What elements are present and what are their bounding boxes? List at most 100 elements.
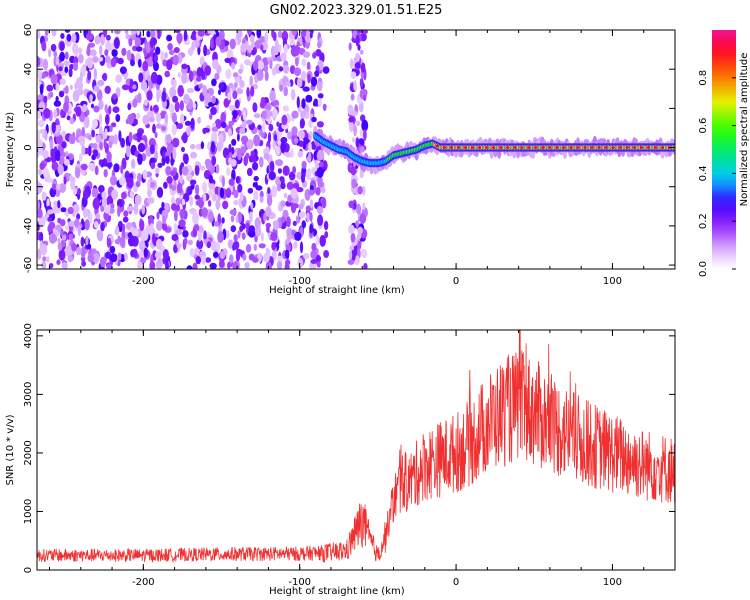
noise-blob — [128, 131, 133, 143]
noise-blob — [97, 56, 104, 62]
noise-blob — [281, 30, 289, 42]
noise-blob — [130, 30, 137, 36]
noise-blob — [101, 196, 107, 208]
noise-blob — [53, 109, 58, 119]
noise-blob — [77, 47, 83, 54]
noise-blob — [90, 103, 95, 109]
noise-blob — [110, 42, 115, 52]
noise-blob — [189, 247, 196, 258]
noise-blob — [137, 172, 142, 183]
noise-blob — [206, 241, 211, 249]
noise-blob — [257, 69, 264, 81]
signal-peak — [449, 146, 453, 149]
noise-blob — [205, 257, 212, 263]
noise-blob — [155, 112, 162, 123]
noise-blob — [77, 188, 81, 196]
noise-blob — [82, 104, 88, 112]
noise-blob — [296, 96, 300, 109]
noise-blob — [86, 57, 94, 69]
noise-blob — [37, 110, 42, 120]
noise-blob — [168, 103, 175, 113]
signal-peak — [639, 146, 644, 149]
noise-blob — [195, 256, 201, 265]
colorbar-tick-label: 0.4 — [698, 165, 709, 181]
noise-blob — [134, 194, 142, 206]
noise-blob — [253, 134, 261, 147]
signal-peak — [583, 146, 587, 149]
noise-blob — [50, 148, 56, 161]
noise-blob — [183, 93, 190, 105]
noise-blob — [290, 148, 294, 158]
noise-blob — [132, 84, 137, 90]
noise-blob — [266, 226, 270, 233]
noise-blob — [109, 124, 113, 132]
noise-blob — [113, 37, 120, 49]
noise-blob — [108, 105, 112, 115]
noise-blob — [312, 52, 317, 59]
noise-blob — [149, 144, 155, 155]
noise-blob — [250, 85, 255, 97]
noise-blob — [156, 123, 162, 129]
noise-blob — [154, 251, 162, 259]
noise-blob — [286, 81, 291, 87]
noise-blob — [198, 83, 203, 89]
spec-ytick-label: -20 — [23, 179, 34, 195]
noise-blob — [247, 44, 252, 54]
noise-blob — [221, 217, 225, 224]
noise-blob — [317, 175, 323, 188]
noise-blob — [308, 141, 312, 152]
noise-blob — [69, 174, 74, 182]
noise-blob — [69, 117, 75, 125]
noise-blob — [349, 121, 354, 132]
noise-blob — [95, 134, 101, 144]
noise-blob — [37, 248, 42, 260]
noise-blob — [280, 200, 286, 208]
noise-blob — [61, 141, 67, 149]
noise-blob — [211, 155, 217, 166]
signal-peak — [456, 146, 460, 149]
noise-blob — [165, 165, 172, 176]
noise-blob — [145, 41, 151, 54]
noise-blob — [175, 204, 181, 212]
noise-blob — [202, 127, 210, 133]
noise-blob — [202, 181, 208, 193]
noise-blob — [283, 86, 289, 97]
noise-blob — [233, 199, 239, 206]
noise-blob — [129, 78, 134, 87]
noise-blob — [170, 78, 174, 86]
noise-blob — [232, 72, 239, 78]
noise-blob — [61, 262, 68, 269]
noise-blob — [113, 163, 120, 173]
noise-blob — [206, 163, 213, 170]
noise-blob — [283, 64, 290, 74]
noise-blob — [316, 205, 324, 215]
noise-blob — [298, 211, 306, 219]
noise-blob — [293, 67, 302, 77]
noise-blob — [359, 213, 367, 225]
noise-blob — [308, 134, 312, 141]
noise-blob — [301, 98, 306, 109]
noise-blob — [59, 78, 66, 85]
noise-blob — [299, 36, 303, 46]
noise-blob — [163, 181, 168, 189]
noise-blob — [154, 167, 160, 174]
noise-blob — [294, 231, 302, 241]
noise-blob — [321, 197, 327, 209]
noise-blob — [271, 185, 278, 198]
signal-peak — [534, 146, 538, 149]
noise-blob — [89, 94, 93, 102]
noise-blob — [231, 169, 236, 182]
noise-blob — [85, 116, 90, 128]
signal-peak — [513, 146, 517, 149]
noise-blob — [72, 42, 79, 55]
noise-blob — [92, 197, 101, 210]
noise-blob — [190, 184, 195, 190]
snr-ytick-label: 4000 — [23, 323, 34, 348]
noise-blob — [246, 119, 253, 125]
noise-blob — [225, 187, 232, 199]
noise-blob — [175, 229, 183, 236]
noise-blob — [42, 58, 49, 71]
signal-peak — [506, 146, 510, 149]
signal-peak — [492, 146, 496, 149]
noise-blob — [268, 123, 274, 132]
